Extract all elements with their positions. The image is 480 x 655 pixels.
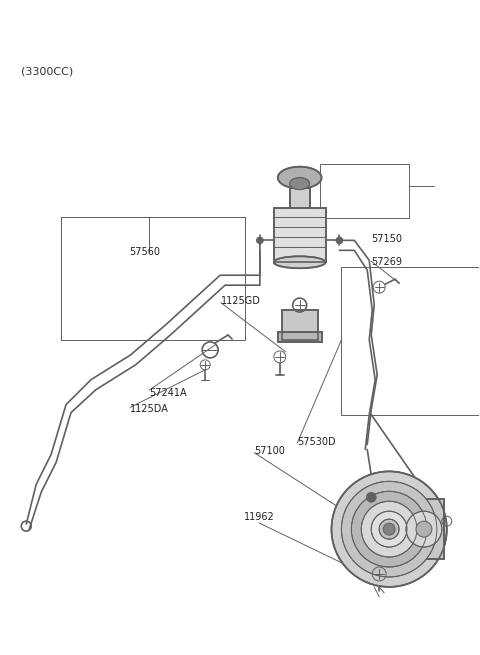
Circle shape <box>256 237 264 244</box>
Bar <box>274 208 325 262</box>
Circle shape <box>351 491 427 567</box>
Text: 57560: 57560 <box>129 248 160 257</box>
Circle shape <box>416 521 432 537</box>
Text: 1125DA: 1125DA <box>130 404 169 414</box>
Text: 57150: 57150 <box>371 234 402 244</box>
Bar <box>274 208 325 262</box>
Text: 57241A: 57241A <box>149 388 187 398</box>
Bar <box>282 310 318 340</box>
Circle shape <box>336 237 343 244</box>
Circle shape <box>366 493 376 502</box>
Ellipse shape <box>278 166 322 189</box>
Bar <box>399 499 444 559</box>
Text: 11962: 11962 <box>244 512 275 521</box>
Bar <box>290 187 310 208</box>
Circle shape <box>406 511 442 547</box>
Circle shape <box>379 519 399 539</box>
Circle shape <box>361 501 417 557</box>
Bar <box>278 332 322 342</box>
Bar <box>341 267 479 415</box>
Text: 1125GD: 1125GD <box>221 297 261 307</box>
Bar <box>282 310 318 340</box>
Text: (3300CC): (3300CC) <box>21 66 73 76</box>
Circle shape <box>371 511 407 547</box>
Ellipse shape <box>274 256 325 269</box>
Circle shape <box>341 481 437 577</box>
Circle shape <box>332 472 447 587</box>
Text: 57100: 57100 <box>254 447 285 457</box>
Bar <box>61 217 245 340</box>
Text: 57530D: 57530D <box>297 437 336 447</box>
Ellipse shape <box>290 178 310 189</box>
Bar <box>290 187 310 208</box>
Bar <box>320 164 409 219</box>
Bar <box>278 332 322 342</box>
Text: 57269: 57269 <box>371 257 402 267</box>
Bar <box>399 499 444 559</box>
Circle shape <box>383 523 395 535</box>
